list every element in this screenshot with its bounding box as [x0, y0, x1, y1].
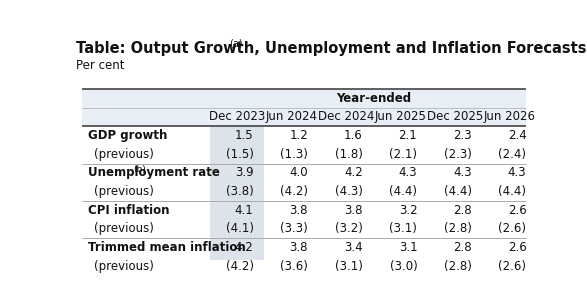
Text: Unemployment rate: Unemployment rate: [88, 166, 220, 180]
Text: Jun 2024: Jun 2024: [266, 110, 318, 124]
Text: CPI inflation: CPI inflation: [88, 204, 170, 217]
Bar: [210, 126, 265, 276]
Bar: [82, 126, 526, 276]
Text: (1.3): (1.3): [280, 148, 308, 161]
Text: 4.1: 4.1: [235, 204, 254, 217]
Text: Year-ended: Year-ended: [336, 92, 411, 105]
Text: (3.8): (3.8): [226, 185, 254, 198]
Text: Table: Output Growth, Unemployment and Inflation Forecasts: Table: Output Growth, Unemployment and I…: [76, 41, 586, 56]
Text: 4.2: 4.2: [235, 241, 254, 254]
Text: (3.2): (3.2): [335, 223, 363, 235]
Text: 2.6: 2.6: [508, 204, 527, 217]
Text: Dec 2024: Dec 2024: [318, 110, 375, 124]
Text: GDP growth: GDP growth: [88, 129, 167, 142]
Text: (4.3): (4.3): [335, 185, 363, 198]
Text: (3.1): (3.1): [335, 260, 363, 273]
Text: (3.1): (3.1): [389, 223, 417, 235]
Text: 2.8: 2.8: [453, 204, 472, 217]
Text: 2.8: 2.8: [453, 241, 472, 254]
Text: 3.1: 3.1: [399, 241, 417, 254]
Text: (4.4): (4.4): [444, 185, 472, 198]
Text: (2.6): (2.6): [498, 260, 527, 273]
Text: 1.2: 1.2: [289, 129, 308, 142]
Text: Dec 2025: Dec 2025: [427, 110, 484, 124]
Text: (2.8): (2.8): [444, 260, 472, 273]
Text: 3.8: 3.8: [289, 241, 308, 254]
Text: (previous): (previous): [94, 185, 154, 198]
Text: (b): (b): [133, 165, 146, 174]
Text: 3.8: 3.8: [289, 204, 308, 217]
Text: (2.6): (2.6): [498, 223, 527, 235]
Text: 3.2: 3.2: [399, 204, 417, 217]
Text: 2.1: 2.1: [399, 129, 417, 142]
Text: (3.3): (3.3): [281, 223, 308, 235]
Text: (2.4): (2.4): [498, 148, 527, 161]
Text: (4.4): (4.4): [389, 185, 417, 198]
Text: 1.5: 1.5: [235, 129, 254, 142]
Text: Per cent: Per cent: [76, 59, 124, 72]
Text: 3.8: 3.8: [344, 204, 363, 217]
Text: 2.3: 2.3: [453, 129, 472, 142]
Text: (4.1): (4.1): [225, 223, 254, 235]
Text: Trimmed mean inflation: Trimmed mean inflation: [88, 241, 246, 254]
Text: Jun 2025: Jun 2025: [375, 110, 427, 124]
Text: (previous): (previous): [94, 223, 154, 235]
Text: (4.4): (4.4): [498, 185, 527, 198]
Text: 2.4: 2.4: [508, 129, 527, 142]
Text: (4.2): (4.2): [225, 260, 254, 273]
Text: (1.5): (1.5): [225, 148, 254, 161]
Text: 4.3: 4.3: [453, 166, 472, 180]
Text: (3.6): (3.6): [280, 260, 308, 273]
Text: 3.4: 3.4: [344, 241, 363, 254]
Text: 4.2: 4.2: [344, 166, 363, 180]
Bar: [82, 89, 526, 126]
Text: (1.8): (1.8): [335, 148, 363, 161]
Text: 3.9: 3.9: [235, 166, 254, 180]
Text: (2.8): (2.8): [444, 223, 472, 235]
Text: 2.6: 2.6: [508, 241, 527, 254]
Text: Dec 2023: Dec 2023: [209, 110, 265, 124]
Text: 4.0: 4.0: [289, 166, 308, 180]
Text: 1.6: 1.6: [344, 129, 363, 142]
Text: (3.0): (3.0): [390, 260, 417, 273]
Text: 4.3: 4.3: [508, 166, 527, 180]
Text: (2.3): (2.3): [444, 148, 472, 161]
Text: (4.2): (4.2): [280, 185, 308, 198]
Text: (previous): (previous): [94, 148, 154, 161]
Text: Jun 2026: Jun 2026: [484, 110, 536, 124]
Text: (previous): (previous): [94, 260, 154, 273]
Text: (a): (a): [229, 39, 242, 48]
Text: 4.3: 4.3: [399, 166, 417, 180]
Text: (2.1): (2.1): [389, 148, 417, 161]
